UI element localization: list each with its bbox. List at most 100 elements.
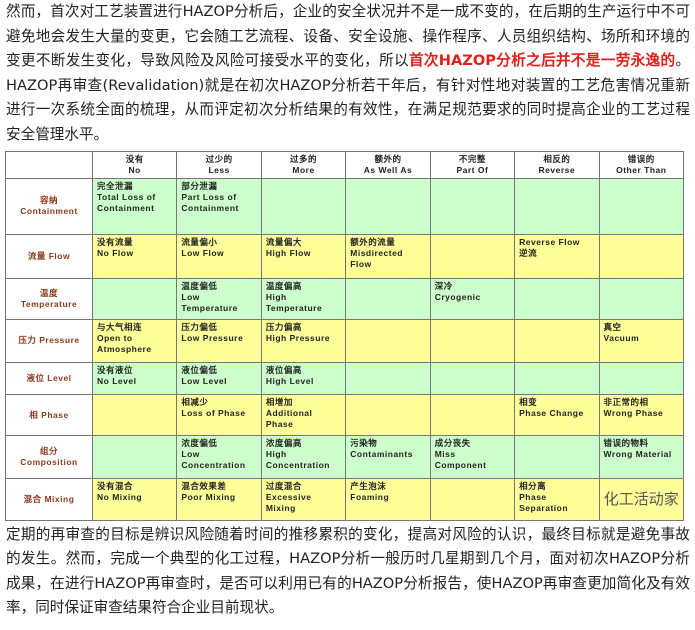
cell-text: 浓度偏低 — [181, 438, 218, 449]
table-cell: 深冷 Cryogenic — [429, 278, 516, 321]
table-cell: 与大气相连 Open to Atmosphere — [91, 319, 178, 363]
cell-text: Low Flow — [181, 247, 225, 258]
table-cell: 产生泡沫 Foaming — [345, 478, 431, 521]
cell-text: 逆流 — [519, 247, 538, 258]
corner-cell — [5, 150, 93, 179]
column-header: 过少的 Less — [176, 150, 262, 179]
table-cell: 混合效果差 Poor Mixing — [176, 478, 262, 521]
intro-text-2: 。HAZOP再审查(Revalidation)就是在初次HAZOP分析若干年后，… — [6, 52, 690, 143]
header-text: 错误的 — [627, 153, 655, 164]
table-cell — [345, 177, 431, 235]
cell-text: 液位偏低 — [181, 364, 218, 375]
column-header: 相反的 Reverse — [514, 150, 600, 179]
row-label: 相 Phase — [5, 393, 93, 437]
cell-text: Poor Mixing — [181, 492, 236, 503]
cell-text: High Temperature — [265, 292, 323, 314]
table-cell — [91, 435, 178, 480]
header-text: 额外的 — [374, 153, 402, 164]
table-cell — [429, 233, 516, 280]
cell-text: 非正常的相 — [603, 396, 649, 407]
table-cell: 部分泄漏 Part Loss of Containment — [176, 177, 262, 235]
table-cell — [429, 478, 516, 521]
cell-text: Low Level — [181, 375, 228, 386]
cell-text: 没有混合 — [97, 481, 134, 492]
header-text: Less — [208, 164, 230, 175]
cell-text: 流量偏大 — [265, 236, 302, 247]
cell-text: Total Loss of Containment — [97, 191, 156, 213]
cell-text: Foaming — [350, 492, 390, 503]
cell-text: Loss of Phase — [181, 407, 246, 418]
table-cell — [260, 177, 347, 235]
table-cell — [598, 177, 685, 235]
cell-text: Low Concentration — [181, 449, 246, 471]
table-cell — [514, 435, 600, 480]
column-header: 额外的 As Well As — [345, 150, 431, 179]
table-cell: 完全泄漏 Total Loss of Containment — [91, 177, 178, 235]
cell-text: 完全泄漏 — [97, 180, 134, 191]
row-label-text: 容纳 — [39, 195, 58, 206]
header-text: 相反的 — [543, 153, 571, 164]
cell-text: Wrong Phase — [603, 407, 664, 418]
row-label-text: 流量 Flow — [27, 251, 71, 261]
cell-text: 浓度偏高 — [265, 438, 302, 449]
table-cell: 浓度偏低 Low Concentration — [176, 435, 262, 480]
table-cell: 污染物 Contaminants — [345, 435, 431, 480]
table-row: 流量 Flow 没有流量 No Flow 流量偏小 Low Flow 流量偏大 High F… — [5, 233, 685, 280]
cell-text: Vacuum — [603, 333, 640, 344]
column-header: 没有 No — [91, 150, 178, 179]
cell-text: Contaminants — [350, 449, 413, 460]
table-container: 没有 No 过少的 Less 过多的 More 额外的 As Well As 不完整 Part O… — [5, 150, 685, 521]
table-cell: 没有混合 No Mixing — [91, 478, 178, 521]
table-cell: 压力偏高 High Pressure — [260, 319, 347, 363]
table-row: 压力 Pressure 与大气相连 Open to Atmosphere 压力偏低 Lo… — [5, 319, 685, 363]
table-cell: 没有液位 No Level — [91, 361, 178, 395]
table-cell — [345, 393, 431, 437]
table-cell — [514, 361, 600, 395]
cell-text: Wrong Material — [603, 449, 672, 460]
table-row: 容纳 Containment 完全泄漏 Total Loss of Containme… — [5, 177, 685, 235]
hazop-guideword-table: 没有 No 过少的 Less 过多的 More 额外的 As Well As 不完整 Part O… — [5, 150, 685, 521]
intro-highlight: 首次HAZOP分析之后并不是一劳永逸的 — [408, 52, 676, 70]
cell-text: Cryogenic — [434, 292, 481, 303]
row-label: 温度 Temperature — [5, 278, 93, 321]
cell-text: 温度偏高 — [265, 281, 302, 292]
table-cell — [345, 361, 431, 395]
table-cell: 成分丧失 Miss Component — [429, 435, 516, 480]
row-label-text: 压力 Pressure — [18, 335, 80, 346]
table-cell — [514, 319, 600, 363]
row-label-text: Temperature — [20, 299, 78, 310]
table-cell: 相增加 Additional Phase — [260, 393, 347, 437]
cell-text: 成分丧失 — [434, 438, 471, 449]
row-label-text: 液位 Level — [26, 372, 72, 383]
cell-text: 污染物 — [350, 438, 378, 449]
table-cell — [598, 233, 685, 280]
table-cell: 浓度偏高 High Concentration — [260, 435, 347, 480]
row-label-text: 相 Phase — [29, 409, 69, 420]
cell-text: 深冷 — [434, 281, 453, 292]
header-text: 过多的 — [290, 153, 318, 164]
cell-text: Excessive Mixing — [265, 492, 312, 514]
cell-text: 错误的物料 — [603, 438, 649, 449]
outro-paragraph: 定期的再审查的目标是辨识风险随着时间的推移累积的变化，提高对风险的认识，最终目标… — [6, 525, 690, 617]
cell-text: 相增加 — [265, 396, 293, 407]
row-label: 液位 Level — [5, 361, 93, 395]
table-cell — [91, 278, 178, 321]
table-cell: 真空 Vacuum — [598, 319, 685, 363]
intro-paragraph: 然而，首次对工艺装置进行HAZOP分析后，企业的安全状况并不是一成不变的，在后期… — [6, 0, 690, 148]
table-row: 温度 Temperature 温度偏低 Low Temperature 温度偏高 High… — [5, 278, 685, 321]
cell-text: No Level — [97, 375, 137, 386]
row-label-text: Containment — [20, 206, 78, 217]
cell-text: No Mixing — [97, 492, 143, 503]
column-header: 不完整 Part Of — [429, 150, 516, 179]
table-cell — [345, 278, 431, 321]
header-text: As Well As — [363, 164, 413, 175]
cell-text: 混合效果差 — [181, 481, 227, 492]
column-header: 过多的 More — [260, 150, 347, 179]
table-cell: 温度偏高 High Temperature — [260, 278, 347, 321]
header-text: 不完整 — [458, 153, 486, 164]
row-label-text: Composition — [20, 457, 78, 468]
table-cell: Reverse Flow 逆流 — [514, 233, 600, 280]
row-label: 组分 Composition — [5, 435, 93, 480]
cell-text: Phase Separation — [519, 492, 569, 514]
cell-text: 产生泡沫 — [350, 481, 387, 492]
